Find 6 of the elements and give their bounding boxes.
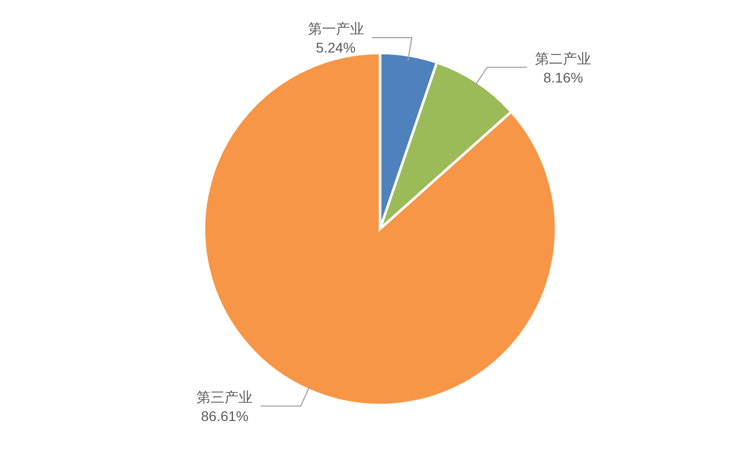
data-label: 5.24% — [316, 40, 356, 56]
slice-label: 第三产业 — [196, 390, 253, 406]
slice-label: 第一产业 — [308, 22, 364, 38]
data-label: 86.61% — [200, 408, 248, 424]
data-label: 8.16% — [543, 69, 584, 86]
slice-label: 第二产业 — [535, 51, 592, 68]
